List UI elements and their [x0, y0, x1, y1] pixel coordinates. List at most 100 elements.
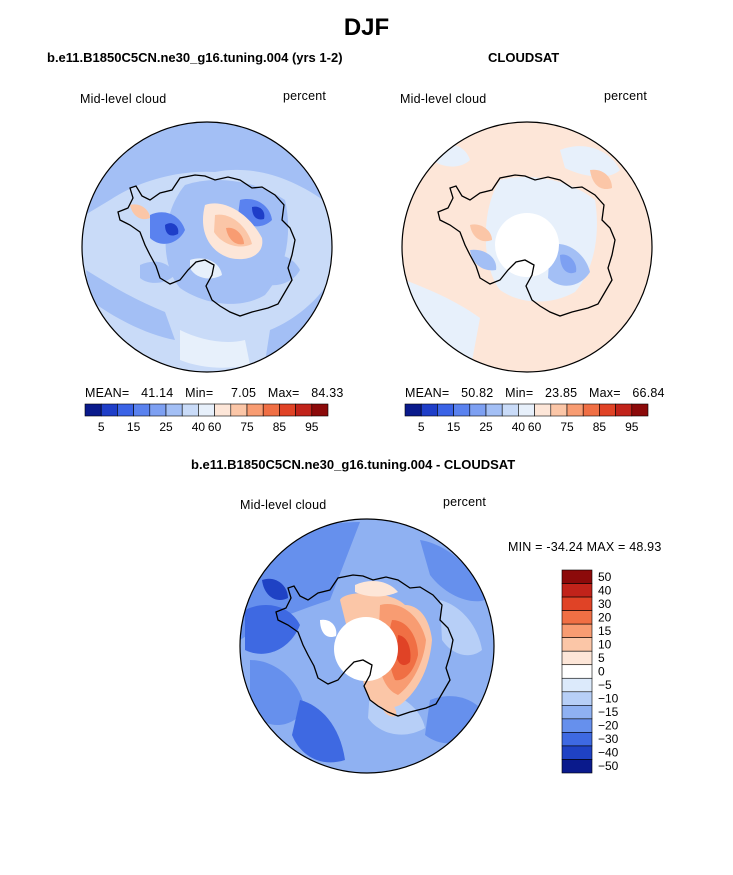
field-region [190, 258, 222, 279]
colorbar-swatch [230, 403, 248, 417]
colorbar-tick-label: 0 [598, 665, 605, 679]
colorbar-swatch [566, 403, 584, 417]
colorbar-tick-label: 60 [208, 420, 222, 434]
colorbar-tick-label: −15 [598, 705, 619, 719]
panel-diff-stats: MIN = -34.24 MAX = 48.93 [508, 540, 662, 554]
colorbar-swatch [561, 718, 593, 733]
colorbar-swatch [453, 403, 471, 417]
field-region [86, 270, 175, 340]
colorbar-tick-label: 10 [598, 637, 612, 651]
colorbar-tick-label: 15 [447, 420, 461, 434]
field-region [470, 249, 497, 271]
min-label: Min= [185, 386, 214, 400]
colorbar-tick-label: −20 [598, 719, 619, 733]
panel-obs-stats: MEAN= 50.82 Min= 23.85 Max= 66.84 [405, 386, 665, 400]
colorbar-tick-label: −5 [598, 678, 612, 692]
colorbar-tick-label: 40 [512, 420, 526, 434]
colorbar-tick-label: 15 [598, 624, 612, 638]
field-region [560, 146, 620, 177]
colorbar-tick-label: 25 [159, 420, 173, 434]
field-region [245, 605, 300, 654]
panel-diff-title: b.e11.B1850C5CN.ne30_g16.tuning.004 - CL… [191, 457, 516, 472]
max-value: 66.84 [632, 386, 665, 400]
antarctica-coastline [117, 174, 296, 317]
colorbar-swatch [149, 403, 167, 417]
colorbar-swatch [550, 403, 568, 417]
colorbar-tick-label: −40 [598, 746, 619, 760]
panel-obs-units: percent [604, 89, 648, 103]
field-region [440, 600, 482, 656]
colorbar-swatch [246, 403, 264, 417]
colorbar-tick-label: 50 [598, 570, 612, 584]
colorbar-swatch [485, 403, 503, 417]
colorbar-swatch [437, 403, 454, 417]
colorbar-swatch [615, 403, 633, 417]
field-region [470, 224, 492, 242]
field-region [420, 540, 485, 602]
panel-obs-title: CLOUDSAT [488, 50, 560, 65]
colorbar-tick-label: 95 [625, 420, 639, 434]
field-region [560, 254, 577, 274]
colorbar-tick-label: 15 [127, 420, 141, 434]
mean-value: 41.14 [141, 386, 174, 400]
field-region [355, 580, 398, 597]
colorbar-tick-label: 40 [598, 583, 612, 597]
colorbar-tick-label: 40 [192, 420, 206, 434]
panel-diff-units: percent [443, 495, 487, 509]
field-region [262, 578, 288, 600]
antarctica-coastline [437, 174, 616, 317]
max-label: Max= [267, 386, 300, 400]
colorbar-swatch [561, 583, 593, 598]
polar-data-gap [334, 617, 398, 681]
colorbar-tick-label: 30 [598, 597, 612, 611]
field-region [226, 227, 244, 245]
colorbar-model: 5 15 25 40 60 75 85 95 [84, 403, 329, 434]
max-value: 84.33 [311, 386, 344, 400]
polar-data-gap [495, 213, 559, 277]
min-value: 23.85 [545, 386, 578, 400]
colorbar-swatch [561, 637, 593, 652]
colorbar-swatch [518, 403, 535, 417]
colorbar-tick-label: 60 [528, 420, 542, 434]
max-label: Max= [588, 386, 621, 400]
colorbar-swatch [631, 403, 649, 417]
mean-label: MEAN= [85, 386, 130, 400]
colorbar-swatch [295, 403, 313, 417]
colorbar-tick-label: 20 [598, 610, 612, 624]
panel-diff-variable: Mid-level cloud [240, 498, 327, 512]
colorbar-swatch [561, 745, 593, 760]
colorbar-tick-label: −50 [598, 759, 619, 773]
panel-model-stats: MEAN= 41.14 Min= 7.05 Max= 84.33 [85, 386, 344, 400]
field-region [320, 619, 337, 638]
map-boundary [81, 121, 333, 373]
field-region [396, 635, 411, 666]
field-region [165, 223, 179, 236]
field-region [380, 700, 397, 717]
min-label: Min= [505, 386, 534, 400]
colorbar-tick-label: 5 [598, 651, 605, 665]
colorbar-swatch [561, 759, 593, 774]
map-boundary [239, 518, 495, 774]
panel-model-title: b.e11.B1850C5CN.ne30_g16.tuning.004 (yrs… [47, 50, 343, 65]
colorbar-tick-label: 95 [305, 420, 319, 434]
field-region [590, 169, 612, 190]
colorbar-swatch [561, 610, 593, 625]
colorbar-swatch [561, 569, 593, 584]
colorbar-swatch [404, 403, 422, 417]
colorbar-tick-label: 85 [273, 420, 287, 434]
colorbar-swatch [561, 596, 593, 611]
colorbar-swatch [100, 403, 118, 417]
colorbar-tick-label: 85 [593, 420, 607, 434]
colorbar-swatch [84, 403, 102, 417]
colorbar-swatch [262, 403, 280, 417]
antarctica-coastline [275, 574, 454, 717]
mean-value: 50.82 [461, 386, 494, 400]
field-region [130, 204, 150, 220]
colorbar-tick-label: 75 [240, 420, 254, 434]
colorbar-swatch [561, 677, 593, 693]
panel-model-variable: Mid-level cloud [80, 92, 167, 106]
main-title: DJF [343, 14, 390, 41]
colorbar-swatch [561, 691, 593, 706]
field-region [252, 206, 265, 220]
